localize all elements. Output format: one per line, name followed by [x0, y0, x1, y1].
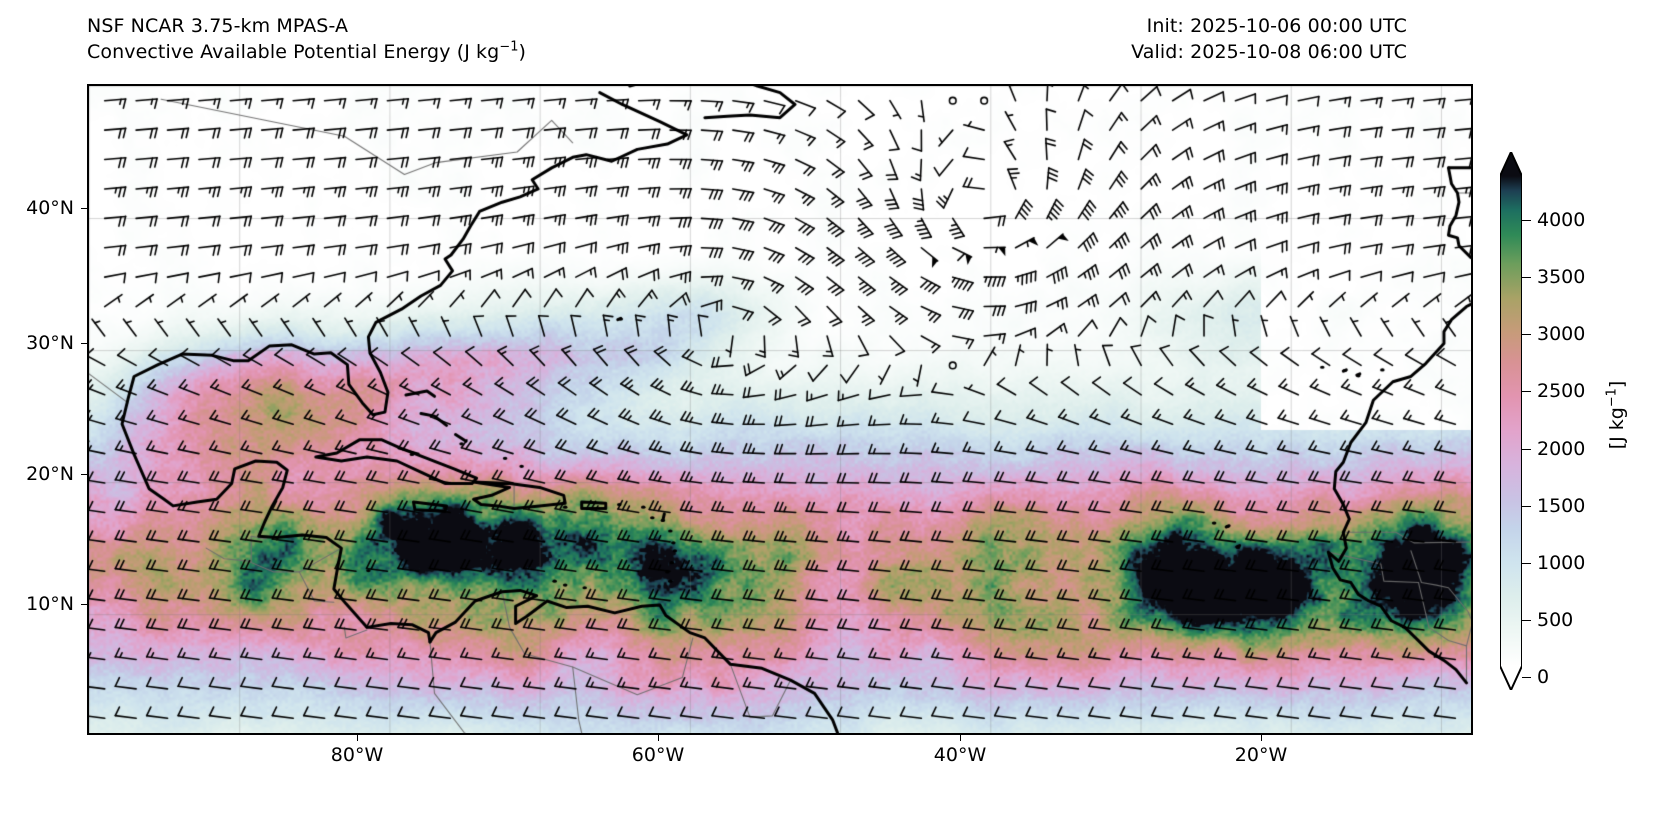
map-plot-area[interactable] [87, 84, 1473, 735]
field-title: Convective Available Potential Energy (J… [87, 39, 526, 65]
init-time-label: Init: 2025-10-06 00:00 UTC [1146, 15, 1407, 37]
field-title-text: Convective Available Potential Energy (J… [87, 41, 500, 63]
colorbar-label-500: 500 [1537, 609, 1574, 631]
x-tick-1 [658, 735, 659, 741]
colorbar-label-1000: 1000 [1537, 552, 1586, 574]
colorbar-label-4000: 4000 [1537, 209, 1586, 231]
colorbar-tick-1000 [1522, 563, 1531, 564]
colorbar-label-3500: 3500 [1537, 266, 1586, 288]
colorbar-label-3000: 3000 [1537, 323, 1586, 345]
x-tick-label-80W: 80°W [330, 744, 384, 766]
x-tick-3 [1261, 735, 1262, 741]
colorbar-tick-500 [1522, 620, 1531, 621]
y-tick-label-20N: 20°N [26, 463, 74, 485]
header-right: Init: 2025-10-06 00:00 UTC Valid: 2025-1… [1131, 13, 1407, 65]
header-left: NSF NCAR 3.75-km MPAS-A Convective Avail… [87, 13, 526, 65]
y-tick-2 [81, 474, 87, 475]
colorbar-label-1500: 1500 [1537, 495, 1586, 517]
colorbar[interactable] [1500, 152, 1522, 690]
colorbar-label-2500: 2500 [1537, 380, 1586, 402]
y-tick-1 [81, 343, 87, 344]
x-tick-label-40W: 40°W [933, 744, 987, 766]
colorbar-extend-bottom-arrow [1500, 666, 1522, 690]
field-title-exponent: −1 [499, 39, 519, 55]
x-tick-2 [960, 735, 961, 741]
x-tick-0 [357, 735, 358, 741]
colorbar-label-0: 0 [1537, 666, 1550, 688]
x-tick-label-20W: 20°W [1234, 744, 1288, 766]
colorbar-gradient [1500, 176, 1522, 666]
colorbar-tick-3500 [1522, 277, 1531, 278]
x-tick-label-60W: 60°W [631, 744, 685, 766]
colorbar-tick-2500 [1522, 391, 1531, 392]
colorbar-tick-0 [1522, 677, 1531, 678]
field-title-tail: ) [518, 41, 527, 63]
y-tick-label-40N: 40°N [26, 197, 74, 219]
y-tick-0 [81, 208, 87, 209]
colorbar-extend-top-arrow [1500, 152, 1522, 176]
valid-time-label: Valid: 2025-10-08 06:00 UTC [1131, 41, 1407, 63]
y-tick-label-30N: 30°N [26, 332, 74, 354]
wind-barb-overlay-canvas [89, 86, 1471, 733]
colorbar-tick-4000 [1522, 220, 1531, 221]
colorbar-axis-label-text: [J kg [1606, 407, 1628, 450]
y-tick-3 [81, 604, 87, 605]
colorbar-axis-label-tail: ] [1606, 380, 1628, 389]
model-title: NSF NCAR 3.75-km MPAS-A [87, 15, 349, 37]
colorbar-label-2000: 2000 [1537, 438, 1586, 460]
colorbar-axis-label-exponent: −1 [1604, 388, 1620, 408]
colorbar-tick-1500 [1522, 506, 1531, 507]
colorbar-tick-2000 [1522, 449, 1531, 450]
y-tick-label-10N: 10°N [26, 593, 74, 615]
colorbar-axis-label: [J kg−1] [1604, 380, 1628, 450]
colorbar-tick-3000 [1522, 334, 1531, 335]
